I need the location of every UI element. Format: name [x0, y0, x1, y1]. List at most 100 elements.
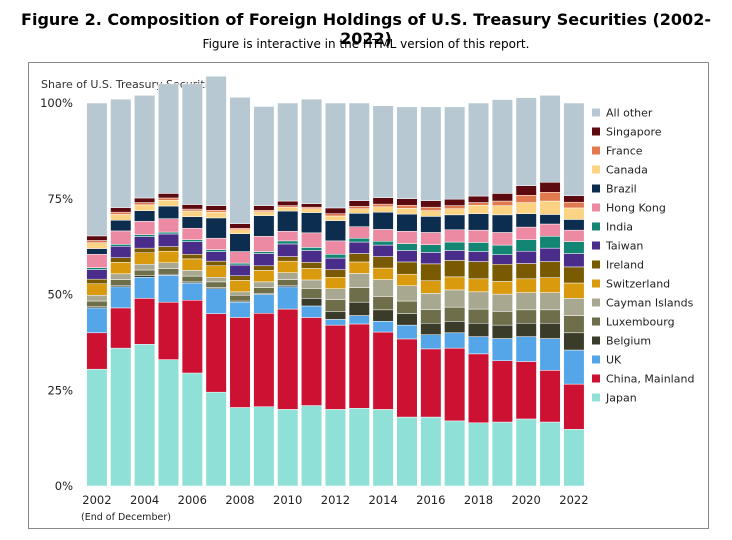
bar-hong-kong-2022[interactable]	[563, 229, 585, 242]
bar-taiwan-2019[interactable]	[491, 254, 513, 265]
bar-brazil-2017[interactable]	[444, 214, 466, 231]
legend-label[interactable]: Singapore	[606, 126, 662, 139]
legend-label[interactable]: China, Mainland	[606, 373, 694, 386]
bar-hong-kong-2003[interactable]	[110, 230, 132, 245]
bar-luxembourg-2018[interactable]	[468, 308, 490, 324]
bar-ireland-2009[interactable]	[253, 265, 275, 271]
bar-brazil-2012[interactable]	[324, 220, 346, 242]
bar-taiwan-2004[interactable]	[134, 236, 156, 249]
bar-luxembourg-2002[interactable]	[86, 300, 108, 308]
bar-japan-2005[interactable]	[157, 359, 179, 487]
bar-taiwan-2020[interactable]	[515, 250, 537, 264]
bar-luxembourg-2010[interactable]	[277, 279, 299, 286]
bar-cayman-islands-2006[interactable]	[181, 270, 203, 277]
bar-japan-2015[interactable]	[396, 416, 418, 487]
bar-all-other-2016[interactable]	[420, 106, 442, 201]
bar-japan-2007[interactable]	[205, 391, 227, 487]
bar-india-2007[interactable]	[205, 249, 227, 252]
bar-belgium-2012[interactable]	[324, 311, 346, 320]
bar-taiwan-2009[interactable]	[253, 253, 275, 267]
bar-ireland-2010[interactable]	[277, 256, 299, 262]
bar-singapore-2013[interactable]	[348, 200, 370, 207]
bar-canada-2003[interactable]	[110, 214, 132, 221]
bar-belgium-2016[interactable]	[420, 322, 442, 335]
bar-brazil-2015[interactable]	[396, 213, 418, 232]
bar-switzerland-2005[interactable]	[157, 250, 179, 263]
bar-switzerland-2019[interactable]	[491, 281, 513, 295]
bar-canada-2008[interactable]	[229, 229, 251, 234]
bar-china-mainland-2013[interactable]	[348, 323, 370, 409]
bar-france-2004[interactable]	[134, 202, 156, 206]
bar-canada-2020[interactable]	[515, 202, 537, 214]
bar-uk-2012[interactable]	[324, 319, 346, 326]
bar-belgium-2022[interactable]	[563, 332, 585, 351]
bar-uk-2003[interactable]	[110, 286, 132, 309]
bar-ireland-2008[interactable]	[229, 275, 251, 281]
bar-all-other-2007[interactable]	[205, 75, 227, 206]
bar-brazil-2011[interactable]	[301, 212, 323, 234]
bar-cayman-islands-2021[interactable]	[539, 292, 561, 311]
bar-china-mainland-2014[interactable]	[372, 331, 394, 410]
bar-ireland-2014[interactable]	[372, 256, 394, 269]
bar-india-2010[interactable]	[277, 240, 299, 245]
bar-cayman-islands-2002[interactable]	[86, 295, 108, 302]
bar-china-mainland-2003[interactable]	[110, 307, 132, 349]
bar-hong-kong-2005[interactable]	[157, 218, 179, 233]
bar-china-mainland-2018[interactable]	[468, 353, 490, 424]
bar-switzerland-2003[interactable]	[110, 262, 132, 275]
bar-canada-2022[interactable]	[563, 207, 585, 220]
bar-taiwan-2005[interactable]	[157, 233, 179, 247]
bar-all-other-2012[interactable]	[324, 102, 346, 209]
bar-japan-2006[interactable]	[181, 372, 203, 487]
bar-all-other-2018[interactable]	[468, 102, 490, 197]
bar-luxembourg-2011[interactable]	[301, 288, 323, 299]
bar-hong-kong-2010[interactable]	[277, 231, 299, 242]
bar-hong-kong-2011[interactable]	[301, 232, 323, 248]
bar-switzerland-2018[interactable]	[468, 278, 490, 293]
bar-hong-kong-2019[interactable]	[491, 232, 513, 246]
bar-uk-2019[interactable]	[491, 338, 513, 362]
bar-canada-2011[interactable]	[301, 208, 323, 213]
bar-uk-2008[interactable]	[229, 301, 251, 318]
bar-india-2004[interactable]	[134, 234, 156, 237]
bar-switzerland-2021[interactable]	[539, 277, 561, 293]
bar-singapore-2021[interactable]	[539, 182, 561, 193]
bar-belgium-2013[interactable]	[348, 301, 370, 316]
bar-switzerland-2014[interactable]	[372, 267, 394, 280]
bar-brazil-2018[interactable]	[468, 213, 490, 231]
bar-luxembourg-2003[interactable]	[110, 279, 132, 286]
bar-ireland-2011[interactable]	[301, 262, 323, 269]
bar-hong-kong-2021[interactable]	[539, 223, 561, 237]
bar-taiwan-2015[interactable]	[396, 250, 418, 263]
bar-canada-2004[interactable]	[134, 204, 156, 211]
bar-brazil-2021[interactable]	[539, 214, 561, 225]
bar-uk-2014[interactable]	[372, 321, 394, 333]
bar-all-other-2022[interactable]	[563, 102, 585, 196]
bar-cayman-islands-2017[interactable]	[444, 289, 466, 308]
bar-japan-2017[interactable]	[444, 420, 466, 487]
bar-france-2017[interactable]	[444, 205, 466, 209]
bar-brazil-2006[interactable]	[181, 216, 203, 229]
bar-taiwan-2006[interactable]	[181, 241, 203, 255]
bar-china-mainland-2019[interactable]	[491, 360, 513, 423]
bar-china-mainland-2020[interactable]	[515, 361, 537, 420]
bar-taiwan-2012[interactable]	[324, 257, 346, 270]
bar-all-other-2006[interactable]	[181, 83, 203, 205]
bar-all-other-2021[interactable]	[539, 95, 561, 183]
bar-all-other-2008[interactable]	[229, 97, 251, 224]
bar-switzerland-2013[interactable]	[348, 261, 370, 274]
bar-all-other-2011[interactable]	[301, 98, 323, 204]
bar-brazil-2020[interactable]	[515, 213, 537, 228]
bar-uk-2010[interactable]	[277, 286, 299, 310]
bar-canada-2013[interactable]	[348, 208, 370, 214]
bar-cayman-islands-2014[interactable]	[372, 279, 394, 297]
bar-hong-kong-2007[interactable]	[205, 237, 227, 250]
bar-cayman-islands-2019[interactable]	[491, 293, 513, 312]
bar-india-2006[interactable]	[181, 239, 203, 242]
bar-canada-2018[interactable]	[468, 205, 490, 214]
bar-singapore-2017[interactable]	[444, 198, 466, 206]
bar-france-2003[interactable]	[110, 211, 132, 215]
bar-japan-2022[interactable]	[563, 429, 585, 487]
bar-hong-kong-2002[interactable]	[86, 254, 108, 268]
bar-uk-2017[interactable]	[444, 332, 466, 349]
